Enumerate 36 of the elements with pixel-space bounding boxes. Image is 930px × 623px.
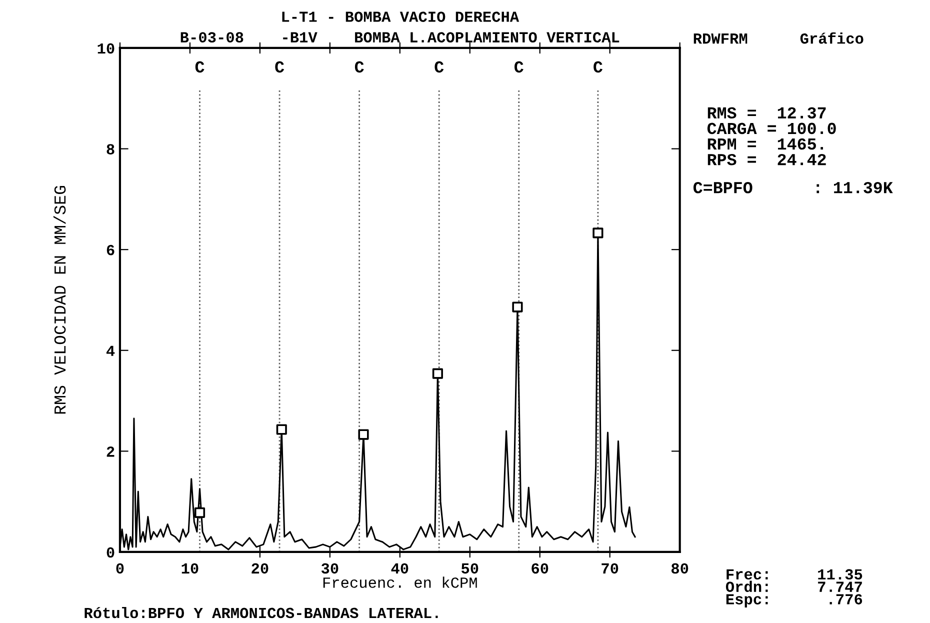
x-tick-label: 10 [182,563,198,574]
text: Ordn: 7.747 [726,580,862,592]
ref-line-label: C [275,61,284,73]
text: RPM = 1465. [708,138,823,150]
text: RMS = 12.37 [708,107,826,119]
y-tick-label: 8 [106,144,114,154]
text: Gráfico [800,32,864,44]
ref-line-label: C [514,61,524,73]
y-tick-label: 4 [106,346,115,356]
ref-line-label: C [434,61,444,73]
text: RPS = 24.42 [708,154,826,166]
text: C=BPFO : 11.39K [694,182,893,194]
x-tick-label: 70 [602,563,618,574]
y-tick-label: 10 [98,43,114,54]
y-axis-title: RMS VELOCIDAD EN MM/SEG [53,186,66,414]
chart-subtitle: B-03-08 -B1V BOMBA L.ACOPLAMIENTO VERTICAL [180,32,620,43]
text: CARGA = 100.0 [707,122,836,134]
text: RDWFRM [694,34,748,44]
x-tick-label: 40 [391,563,408,574]
ref-line-label: C [354,61,364,73]
chart-title: L-T1 - BOMBA VACIO DERECHA [282,12,520,22]
y-tick-label: 6 [106,244,114,256]
ref-line-label: C [195,61,204,73]
text: Frec: 11.35 [726,569,862,580]
x-tick-label: 20 [252,563,268,574]
text: Espc: .776 [726,594,862,608]
y-tick-label: 2 [106,446,114,457]
x-axis-title: Frecuenc. en kCPM [323,576,477,588]
x-tick-label: 30 [321,563,338,574]
x-tick-label: 50 [461,563,478,574]
x-tick-label: 60 [532,563,548,574]
text: Rótulo:BPFO Y ARMONICOS-BANDAS LATERAL. [84,606,438,618]
ref-line-label: C [594,61,602,73]
y-tick-label: 0 [106,547,114,558]
x-tick-label: 80 [671,563,688,574]
x-tick-label: 0 [116,563,124,574]
